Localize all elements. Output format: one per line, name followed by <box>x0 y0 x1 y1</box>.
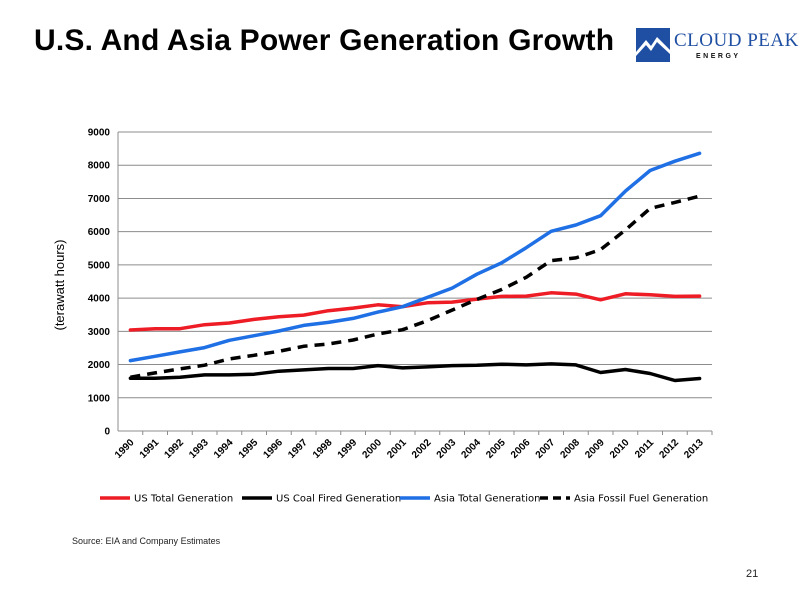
chart-gridlines <box>117 131 712 432</box>
x-tick-label: 2004 <box>459 437 483 461</box>
x-tick-label: 1997 <box>286 437 310 461</box>
legend-label: US Coal Fired Generation <box>276 494 401 505</box>
x-tick-label: 2009 <box>583 437 607 461</box>
x-tick-label: 1999 <box>336 437 360 461</box>
x-tick-label: 1998 <box>311 437 335 461</box>
x-axis-ticks: 1990 1991 1992 1993 1994 1995 1996 1997 1998 1999… <box>113 431 713 461</box>
legend-label: US Total Generation <box>134 494 233 505</box>
series-line-0 <box>128 291 702 332</box>
x-tick-label: 2005 <box>484 437 508 461</box>
series-line-1 <box>128 362 702 383</box>
logo-name: CLOUD PEAK <box>674 30 799 51</box>
x-tick-label: 2013 <box>682 437 706 461</box>
x-tick-label: 2006 <box>509 437 533 461</box>
chart-series <box>128 151 702 383</box>
x-tick-label: 2007 <box>534 437 558 461</box>
mountain-logo-icon <box>636 28 670 62</box>
y-axis-ticks: 0 1000 2000 3000 4000 5000 6000 7000 8000 9000 <box>88 128 111 438</box>
x-tick-label: 2000 <box>360 437 384 461</box>
x-tick-label: 1996 <box>261 437 285 461</box>
y-tick-label: 6000 <box>88 227 111 238</box>
x-tick-label: 2001 <box>385 437 409 461</box>
y-tick-label: 5000 <box>88 260 111 271</box>
x-tick-label: 2011 <box>633 437 656 460</box>
chart-legend: US Total Generation US Coal Fired Generat… <box>100 494 708 505</box>
y-tick-label: 9000 <box>88 128 111 139</box>
legend-label: Asia Fossil Fuel Generation <box>574 494 708 505</box>
y-tick-label: 2000 <box>88 360 111 371</box>
x-tick-label: 2012 <box>657 437 681 461</box>
y-tick-label: 0 <box>104 427 110 438</box>
x-tick-label: 2008 <box>558 437 582 461</box>
slide-title: U.S. And Asia Power Generation Growth <box>34 24 615 57</box>
series-line-3 <box>130 194 701 379</box>
y-axis-title: (terawatt hours) <box>52 239 67 330</box>
x-tick-label: 1992 <box>162 437 186 461</box>
x-tick-label: 1995 <box>237 437 261 461</box>
y-tick-label: 4000 <box>88 294 111 305</box>
x-tick-label: 1991 <box>138 437 162 461</box>
company-logo: CLOUD PEAK ENERGY <box>636 28 798 68</box>
x-tick-label: 2003 <box>435 437 459 461</box>
y-tick-label: 3000 <box>88 327 111 338</box>
logo-subtitle: ENERGY <box>696 53 741 60</box>
page-number: 21 <box>746 568 759 580</box>
x-tick-label: 2002 <box>410 437 434 461</box>
y-tick-label: 1000 <box>88 393 111 404</box>
source-note: Source: EIA and Company Estimates <box>72 536 221 546</box>
y-tick-label: 8000 <box>88 161 111 172</box>
x-tick-label: 1994 <box>212 437 236 461</box>
series-line-2 <box>128 151 702 363</box>
x-tick-label: 1993 <box>187 437 211 461</box>
x-tick-label: 2010 <box>608 437 632 461</box>
y-tick-label: 7000 <box>88 194 111 205</box>
x-tick-label: 1990 <box>113 437 137 461</box>
legend-label: Asia Total Generation <box>434 494 540 505</box>
